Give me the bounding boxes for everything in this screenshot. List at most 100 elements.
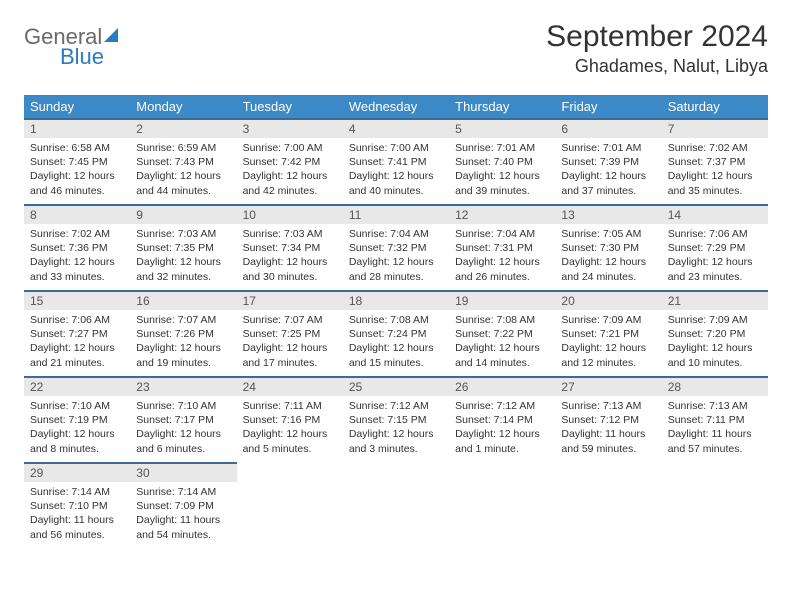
day-content: Sunrise: 7:06 AMSunset: 7:29 PMDaylight:… [662,224,768,290]
weekday-header: Saturday [662,95,768,119]
calendar-week-row: 8Sunrise: 7:02 AMSunset: 7:36 PMDaylight… [24,205,768,291]
calendar-week-row: 22Sunrise: 7:10 AMSunset: 7:19 PMDayligh… [24,377,768,463]
calendar-day-cell: 6Sunrise: 7:01 AMSunset: 7:39 PMDaylight… [555,119,661,205]
calendar-empty-cell [237,463,343,549]
calendar-day-cell: 22Sunrise: 7:10 AMSunset: 7:19 PMDayligh… [24,377,130,463]
day-number: 24 [237,378,343,396]
day-content: Sunrise: 7:14 AMSunset: 7:09 PMDaylight:… [130,482,236,548]
calendar-day-cell: 5Sunrise: 7:01 AMSunset: 7:40 PMDaylight… [449,119,555,205]
calendar-table: Sunday Monday Tuesday Wednesday Thursday… [24,95,768,549]
calendar-day-cell: 19Sunrise: 7:08 AMSunset: 7:22 PMDayligh… [449,291,555,377]
calendar-day-cell: 26Sunrise: 7:12 AMSunset: 7:14 PMDayligh… [449,377,555,463]
day-number: 16 [130,292,236,310]
calendar-day-cell: 18Sunrise: 7:08 AMSunset: 7:24 PMDayligh… [343,291,449,377]
calendar-day-cell: 3Sunrise: 7:00 AMSunset: 7:42 PMDaylight… [237,119,343,205]
day-content: Sunrise: 7:08 AMSunset: 7:24 PMDaylight:… [343,310,449,376]
day-number: 10 [237,206,343,224]
title-block: September 2024 Ghadames, Nalut, Libya [546,20,768,77]
weekday-header: Wednesday [343,95,449,119]
calendar-day-cell: 30Sunrise: 7:14 AMSunset: 7:09 PMDayligh… [130,463,236,549]
weekday-header: Tuesday [237,95,343,119]
weekday-header: Thursday [449,95,555,119]
day-number: 13 [555,206,661,224]
month-title: September 2024 [546,20,768,54]
day-content: Sunrise: 7:00 AMSunset: 7:41 PMDaylight:… [343,138,449,204]
weekday-header-row: Sunday Monday Tuesday Wednesday Thursday… [24,95,768,119]
day-number: 22 [24,378,130,396]
calendar-day-cell: 15Sunrise: 7:06 AMSunset: 7:27 PMDayligh… [24,291,130,377]
day-number: 7 [662,120,768,138]
day-content: Sunrise: 7:09 AMSunset: 7:20 PMDaylight:… [662,310,768,376]
day-content: Sunrise: 7:11 AMSunset: 7:16 PMDaylight:… [237,396,343,462]
calendar-day-cell: 28Sunrise: 7:13 AMSunset: 7:11 PMDayligh… [662,377,768,463]
day-content: Sunrise: 7:02 AMSunset: 7:36 PMDaylight:… [24,224,130,290]
calendar-day-cell: 11Sunrise: 7:04 AMSunset: 7:32 PMDayligh… [343,205,449,291]
calendar-day-cell: 14Sunrise: 7:06 AMSunset: 7:29 PMDayligh… [662,205,768,291]
day-content: Sunrise: 7:01 AMSunset: 7:40 PMDaylight:… [449,138,555,204]
day-number: 23 [130,378,236,396]
location-title: Ghadames, Nalut, Libya [546,56,768,77]
calendar-day-cell: 1Sunrise: 6:58 AMSunset: 7:45 PMDaylight… [24,119,130,205]
day-content: Sunrise: 7:13 AMSunset: 7:12 PMDaylight:… [555,396,661,462]
calendar-week-row: 29Sunrise: 7:14 AMSunset: 7:10 PMDayligh… [24,463,768,549]
day-number: 12 [449,206,555,224]
day-content: Sunrise: 7:12 AMSunset: 7:14 PMDaylight:… [449,396,555,462]
day-number: 29 [24,464,130,482]
calendar-day-cell: 23Sunrise: 7:10 AMSunset: 7:17 PMDayligh… [130,377,236,463]
weekday-header: Friday [555,95,661,119]
calendar-empty-cell [555,463,661,549]
day-number: 27 [555,378,661,396]
day-content: Sunrise: 7:10 AMSunset: 7:19 PMDaylight:… [24,396,130,462]
calendar-day-cell: 16Sunrise: 7:07 AMSunset: 7:26 PMDayligh… [130,291,236,377]
day-content: Sunrise: 7:08 AMSunset: 7:22 PMDaylight:… [449,310,555,376]
day-number: 26 [449,378,555,396]
day-content: Sunrise: 7:07 AMSunset: 7:26 PMDaylight:… [130,310,236,376]
day-content: Sunrise: 6:59 AMSunset: 7:43 PMDaylight:… [130,138,236,204]
calendar-empty-cell [449,463,555,549]
day-number: 28 [662,378,768,396]
calendar-day-cell: 9Sunrise: 7:03 AMSunset: 7:35 PMDaylight… [130,205,236,291]
day-content: Sunrise: 7:13 AMSunset: 7:11 PMDaylight:… [662,396,768,462]
calendar-week-row: 15Sunrise: 7:06 AMSunset: 7:27 PMDayligh… [24,291,768,377]
calendar-day-cell: 21Sunrise: 7:09 AMSunset: 7:20 PMDayligh… [662,291,768,377]
day-content: Sunrise: 7:12 AMSunset: 7:15 PMDaylight:… [343,396,449,462]
day-number: 9 [130,206,236,224]
day-content: Sunrise: 7:07 AMSunset: 7:25 PMDaylight:… [237,310,343,376]
day-number: 2 [130,120,236,138]
day-number: 20 [555,292,661,310]
weekday-header: Monday [130,95,236,119]
calendar-day-cell: 7Sunrise: 7:02 AMSunset: 7:37 PMDaylight… [662,119,768,205]
day-number: 5 [449,120,555,138]
day-content: Sunrise: 7:02 AMSunset: 7:37 PMDaylight:… [662,138,768,204]
day-number: 6 [555,120,661,138]
day-number: 30 [130,464,236,482]
day-content: Sunrise: 6:58 AMSunset: 7:45 PMDaylight:… [24,138,130,204]
calendar-day-cell: 10Sunrise: 7:03 AMSunset: 7:34 PMDayligh… [237,205,343,291]
day-number: 3 [237,120,343,138]
calendar-day-cell: 24Sunrise: 7:11 AMSunset: 7:16 PMDayligh… [237,377,343,463]
day-number: 25 [343,378,449,396]
calendar-day-cell: 27Sunrise: 7:13 AMSunset: 7:12 PMDayligh… [555,377,661,463]
day-content: Sunrise: 7:09 AMSunset: 7:21 PMDaylight:… [555,310,661,376]
weekday-header: Sunday [24,95,130,119]
day-content: Sunrise: 7:01 AMSunset: 7:39 PMDaylight:… [555,138,661,204]
day-content: Sunrise: 7:03 AMSunset: 7:34 PMDaylight:… [237,224,343,290]
calendar-empty-cell [343,463,449,549]
day-content: Sunrise: 7:04 AMSunset: 7:32 PMDaylight:… [343,224,449,290]
day-content: Sunrise: 7:03 AMSunset: 7:35 PMDaylight:… [130,224,236,290]
day-content: Sunrise: 7:04 AMSunset: 7:31 PMDaylight:… [449,224,555,290]
calendar-day-cell: 12Sunrise: 7:04 AMSunset: 7:31 PMDayligh… [449,205,555,291]
calendar-day-cell: 4Sunrise: 7:00 AMSunset: 7:41 PMDaylight… [343,119,449,205]
day-number: 21 [662,292,768,310]
logo: General Blue [24,20,118,70]
day-number: 4 [343,120,449,138]
day-number: 8 [24,206,130,224]
calendar-day-cell: 17Sunrise: 7:07 AMSunset: 7:25 PMDayligh… [237,291,343,377]
header: General Blue September 2024 Ghadames, Na… [24,20,768,77]
day-content: Sunrise: 7:05 AMSunset: 7:30 PMDaylight:… [555,224,661,290]
calendar-empty-cell [662,463,768,549]
day-number: 18 [343,292,449,310]
day-number: 15 [24,292,130,310]
day-number: 14 [662,206,768,224]
day-content: Sunrise: 7:10 AMSunset: 7:17 PMDaylight:… [130,396,236,462]
